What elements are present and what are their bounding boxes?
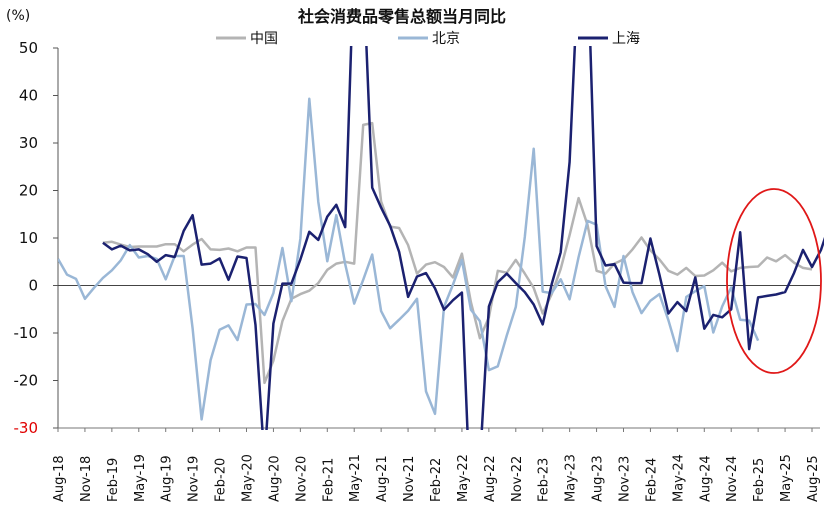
x-tick-label: May-23: [564, 454, 579, 502]
x-tick-label: Aug-20: [267, 455, 282, 502]
legend-label-上海: 上海: [612, 31, 640, 47]
x-tick-label: Feb-25: [752, 458, 767, 502]
x-tick-label: Feb-24: [644, 458, 659, 502]
legend: 中国 北京 上海: [216, 31, 640, 47]
x-tick-label: May-25: [779, 454, 794, 502]
x-tick-label: Aug-24: [698, 455, 713, 502]
series-line-上海: [102, 46, 824, 430]
x-tick-label: Nov-18: [79, 456, 94, 502]
y-tick-label: 20: [19, 182, 38, 200]
x-tick-label: Aug-19: [160, 455, 175, 502]
y-tick-label: 30: [19, 134, 38, 152]
x-tick-label: Feb-22: [429, 458, 444, 502]
x-tick-label: May-21: [348, 454, 363, 502]
x-tick-label: Feb-23: [537, 458, 552, 502]
x-tick-label: May-24: [671, 454, 686, 502]
x-tick-label: Nov-20: [294, 456, 309, 502]
x-tick-label: May-22: [456, 454, 471, 502]
y-tick-label: -20: [14, 372, 39, 390]
x-tick-label: Nov-24: [725, 456, 740, 502]
series-line-北京: [58, 97, 760, 421]
y-unit-label: (%): [6, 8, 30, 24]
x-tick-label: Aug-25: [806, 455, 821, 502]
highlight-ellipse: [726, 188, 822, 374]
y-tick-label: 40: [19, 87, 38, 105]
x-tick-label: Feb-20: [214, 458, 229, 502]
x-tick-label: Aug-22: [483, 455, 498, 502]
x-tick-label: Nov-22: [510, 456, 525, 502]
y-tick-label: 0: [28, 277, 38, 295]
x-tick-label: Nov-23: [618, 456, 633, 502]
series-line-中国: [102, 121, 813, 385]
x-tick-label: May-19: [133, 454, 148, 502]
y-tick-label: 50: [19, 39, 38, 57]
y-tick-label: -10: [14, 324, 39, 342]
x-tick-label: Aug-23: [591, 455, 606, 502]
series-lines: [58, 46, 824, 430]
y-tick-label: -30: [14, 419, 39, 437]
y-tick-label: 10: [19, 229, 38, 247]
legend-label-北京: 北京: [432, 31, 460, 47]
x-tick-label: Aug-18: [52, 455, 67, 502]
chart-title: 社会消费品零售总额当月同比: [297, 7, 506, 26]
x-tick-label: Nov-19: [187, 456, 202, 502]
x-tick-label: Nov-21: [402, 456, 417, 502]
y-axis: 50 40 30 20 10 0 -10 -20 -30: [14, 39, 59, 437]
x-tick-label: Feb-21: [321, 458, 336, 502]
x-tick-label: Feb-19: [106, 458, 121, 502]
x-tick-label: Aug-21: [375, 455, 390, 502]
x-tick-label: May-20: [241, 454, 256, 502]
legend-label-中国: 中国: [250, 31, 278, 47]
